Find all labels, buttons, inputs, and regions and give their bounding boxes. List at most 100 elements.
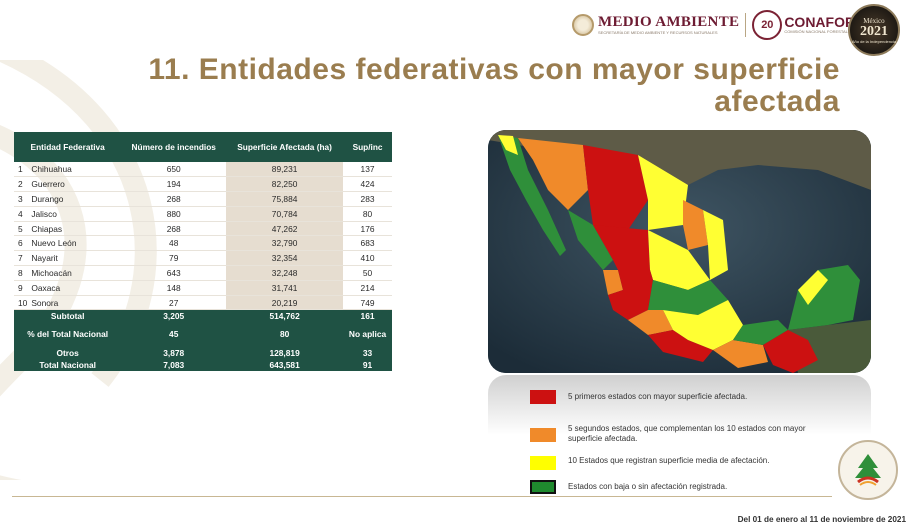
state-nuevo-leon <box>683 200 708 250</box>
state-baja-north <box>498 135 518 155</box>
legend-text-low: Estados con baja o sin afectación regist… <box>568 482 728 491</box>
summary-row: Otros 3,878 128,819 33 <box>14 346 392 359</box>
row-supinc: 176 <box>343 221 392 237</box>
summary-incendios: 3,205 <box>121 309 227 323</box>
row-index: 3 <box>14 191 30 207</box>
summary-row: Subtotal 3,205 514,762 161 <box>14 309 392 323</box>
summary-supinc: 91 <box>343 358 392 372</box>
row-supinc: 410 <box>343 250 392 267</box>
state-nayarit <box>603 270 623 295</box>
summary-supinc: No aplica <box>343 322 392 347</box>
row-entidad: Chihuahua <box>29 162 122 178</box>
summary-incendios: 3,878 <box>121 346 227 359</box>
mexico-map-svg <box>488 130 871 373</box>
sema-logo: MEDIO AMBIENTE SECRETARÍA DE MEDIO AMBIE… <box>572 14 739 36</box>
row-superficie: 32,248 <box>226 265 344 281</box>
legend-text-next5: 5 segundos estados, que complementan los… <box>568 424 806 443</box>
summary-label: Otros <box>14 346 122 359</box>
entities-table: Entidad Federativa Número de incendios S… <box>14 132 392 372</box>
row-superficie: 32,790 <box>226 235 344 252</box>
summary-label: % del Total Nacional <box>14 322 122 347</box>
row-supinc: 683 <box>343 235 392 252</box>
row-entidad: Durango <box>29 191 122 207</box>
row-entidad: Sonora <box>29 295 122 311</box>
state-zacatecas-slp <box>648 230 710 290</box>
row-incendios: 79 <box>121 250 227 267</box>
state-puebla-veracruz <box>663 300 743 350</box>
table-row: 6 Nuevo León 48 32,790 683 <box>14 235 392 252</box>
mexico-2021-year: 2021 <box>860 23 888 39</box>
tree-icon <box>855 454 881 486</box>
summary-row: Total Nacional 7,083 643,581 91 <box>14 358 392 372</box>
legend-swatch-orange <box>530 428 556 442</box>
coat-of-arms-icon <box>572 14 594 36</box>
row-superficie: 70,784 <box>226 206 344 222</box>
legend-item-top5: 5 primeros estados con mayor superficie … <box>530 390 828 404</box>
row-index: 8 <box>14 265 30 281</box>
col-header-entidad: Entidad Federativa <box>14 132 122 162</box>
page-title: 11. Entidades federativas con mayor supe… <box>148 53 840 118</box>
state-coahuila <box>638 155 688 230</box>
table-row: 8 Michoacán 643 32,248 50 <box>14 265 392 281</box>
legend-item-next5: 5 segundos estados, que complementan los… <box>530 424 828 444</box>
state-tamaulipas <box>703 210 728 280</box>
summary-label: Total Nacional <box>14 358 122 372</box>
state-oaxaca <box>713 340 768 368</box>
row-superficie: 47,262 <box>226 221 344 237</box>
row-supinc: 749 <box>343 295 392 311</box>
conafor-logo: 20 CONAFOR COMISIÓN NACIONAL FORESTAL <box>752 10 855 40</box>
table-row: 2 Guerrero 194 82,250 424 <box>14 176 392 193</box>
row-supinc: 137 <box>343 162 392 178</box>
row-superficie: 89,231 <box>226 162 344 178</box>
table-row: 3 Durango 268 75,884 283 <box>14 191 392 207</box>
row-superficie: 20,219 <box>226 295 344 311</box>
mexico-2021-top: México <box>863 16 885 25</box>
row-incendios: 194 <box>121 176 227 193</box>
summary-label: Subtotal <box>14 309 122 323</box>
mexico-2021-logo: México 2021 Año de la Independencia <box>848 4 900 56</box>
row-entidad: Nayarit <box>29 250 122 267</box>
col-header-supinc: Sup/inc <box>343 132 392 162</box>
legend-item-low: Estados con baja o sin afectación regist… <box>530 480 828 494</box>
row-superficie: 82,250 <box>226 176 344 193</box>
row-index: 2 <box>14 176 30 193</box>
table-body: 1 Chihuahua 6 50 89,231 137 2 Guerrero 194 82,250… <box>14 162 392 372</box>
legend-swatch-red <box>530 390 556 404</box>
legend-text-top5: 5 primeros estados con mayor superficie … <box>568 392 748 401</box>
summary-incendios: 7,083 <box>121 358 227 372</box>
state-sinaloa <box>568 210 613 270</box>
date-range-footer: Del 01 de enero al 11 de noviembre de 20… <box>737 515 906 524</box>
row-index: 4 <box>14 206 30 222</box>
row-superficie: 32,354 <box>226 250 344 267</box>
table-row: 10 Sonora 27 20,219 749 <box>14 295 392 311</box>
row-index: 6 <box>14 235 30 252</box>
state-guerrero <box>648 330 713 362</box>
state-baja-california <box>498 135 566 256</box>
state-central <box>648 280 728 315</box>
state-sonora <box>518 138 588 210</box>
conafor-subtitle: COMISIÓN NACIONAL FORESTAL <box>784 29 848 34</box>
state-durango <box>593 225 650 270</box>
row-supinc: 50 <box>343 265 392 281</box>
table-row: 5 Chiapas 268 47,262 176 <box>14 221 392 237</box>
usa-land <box>488 130 871 190</box>
row-incendios: 48 <box>121 235 227 252</box>
table-row: 1 Chihuahua 650 89,231 137 <box>14 162 392 178</box>
col-header-incendios: Número de incendios <box>121 132 227 162</box>
summary-incendios: 45 <box>121 322 227 347</box>
row-index: 9 <box>14 280 30 296</box>
summary-row: % del Total Nacional 45 80 No aplica <box>14 322 392 347</box>
row-incendios: 27 <box>121 295 227 311</box>
table-row: 9 Oaxaca 148 31,741 214 <box>14 280 392 296</box>
sema-subtitle: SECRETARÍA DE MEDIO AMBIENTE Y RECURSOS … <box>598 29 718 35</box>
header-divider <box>745 13 747 37</box>
row-index: 7 <box>14 250 30 267</box>
row-entidad: Chiapas <box>29 221 122 237</box>
row-supinc: 424 <box>343 176 392 193</box>
conafor-title: CONAFOR <box>784 14 856 30</box>
legend-item-medium: 10 Estados que registran superficie medi… <box>530 456 828 470</box>
mexico-map <box>488 130 871 373</box>
row-index: 1 <box>14 162 30 178</box>
legend-swatch-yellow <box>530 456 556 470</box>
summary-superficie: 514,762 <box>226 309 344 323</box>
